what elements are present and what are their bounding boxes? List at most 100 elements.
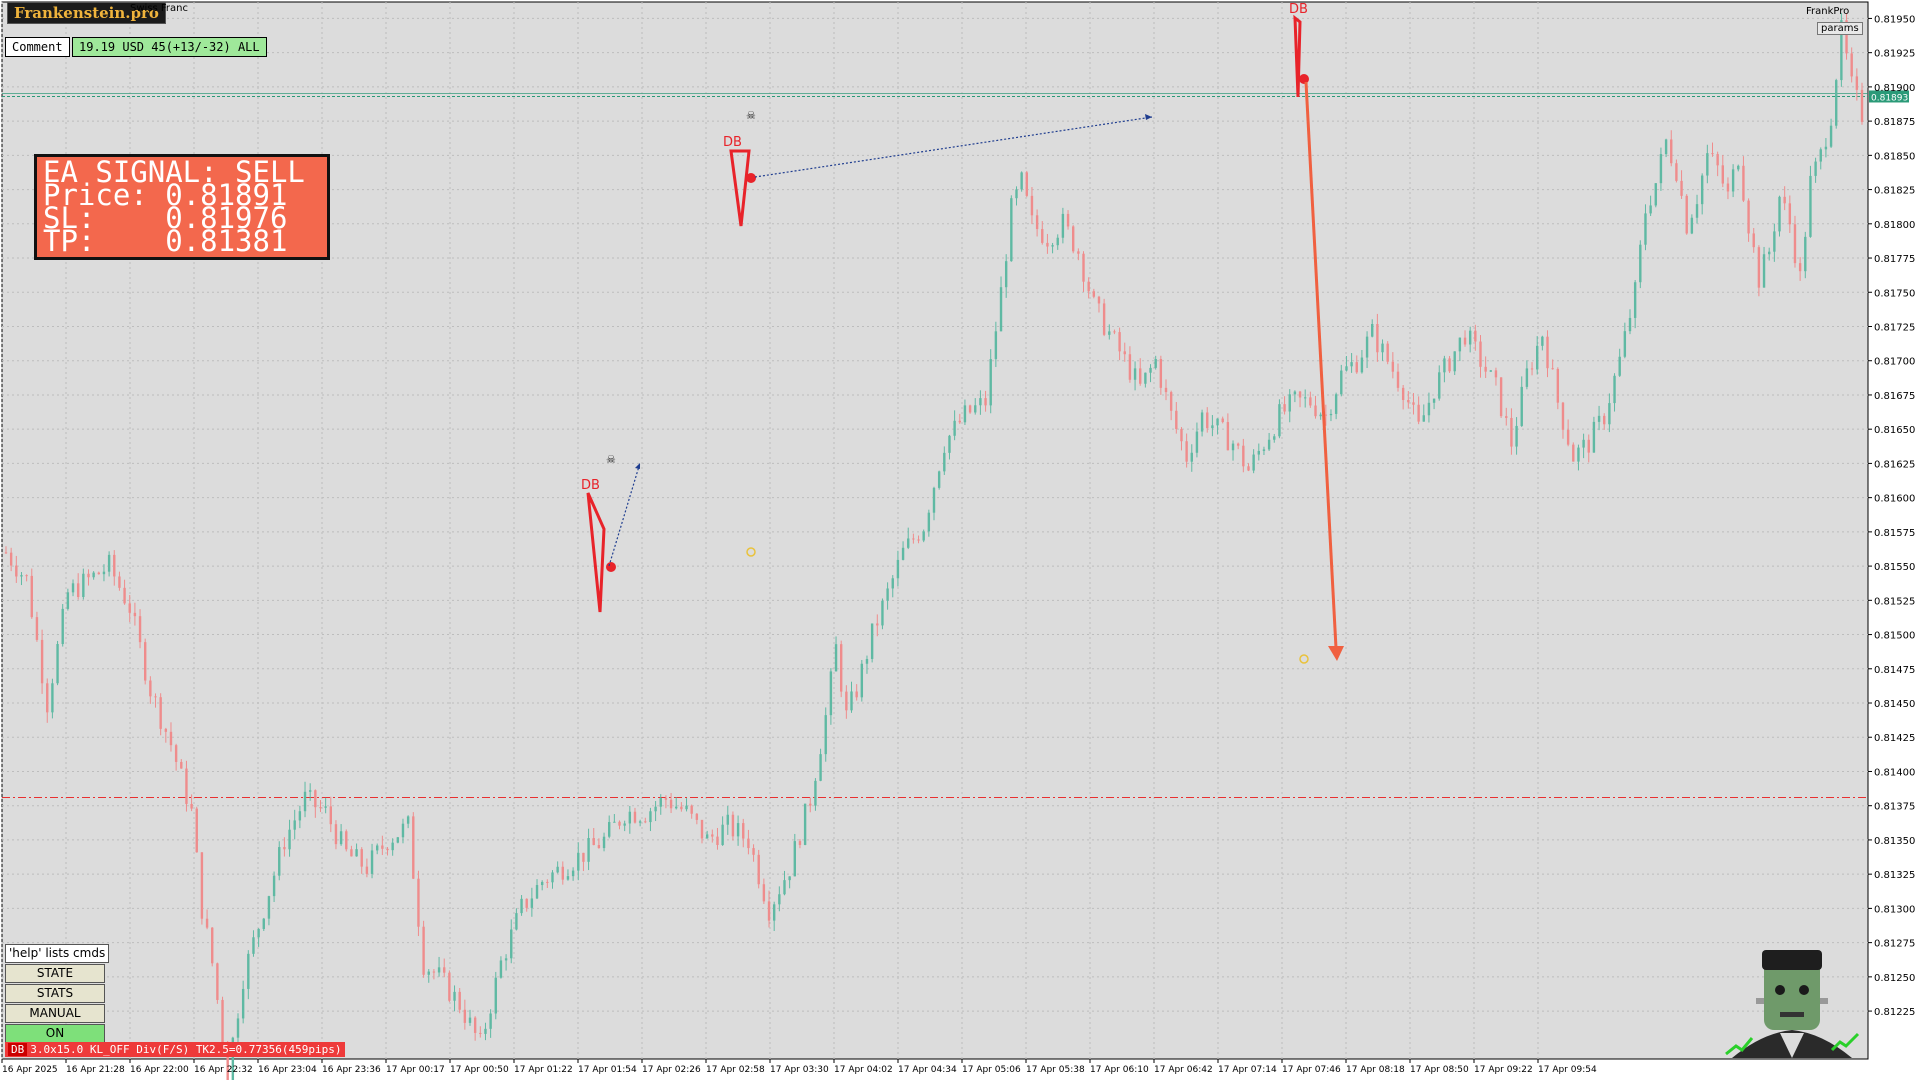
y-tick-label: 0.81800 [1874, 220, 1915, 231]
candle-body [169, 731, 173, 746]
candle-body [1139, 368, 1142, 384]
candle-body [1438, 372, 1441, 399]
candle-body [113, 554, 116, 577]
x-tick-label: 17 Apr 07:46 [1282, 1065, 1341, 1075]
candle-body [1700, 175, 1704, 205]
candle-body [422, 926, 425, 975]
sell-signal-arrowhead [1328, 646, 1344, 661]
candle-body [15, 565, 18, 577]
candle-body [1577, 447, 1580, 462]
candle-body [190, 803, 193, 809]
candle-body [1608, 403, 1611, 425]
projection-arrowhead [635, 463, 640, 469]
x-tick-label: 17 Apr 07:14 [1218, 1065, 1277, 1075]
candle-body [1489, 370, 1492, 372]
candle-body [1061, 213, 1065, 238]
candle-body [1278, 404, 1281, 437]
candle-body [968, 405, 972, 413]
candle-body [1262, 449, 1266, 451]
candle-body [1231, 443, 1235, 451]
candle-body [788, 876, 791, 881]
candle-body [1242, 445, 1245, 467]
candle-body [1618, 356, 1621, 376]
y-tick-label: 0.81550 [1874, 562, 1915, 573]
candle-body [1814, 161, 1817, 176]
candle-body [432, 971, 436, 973]
candle-body [1087, 281, 1090, 292]
candle-body [1757, 247, 1761, 288]
candle-body [1169, 392, 1173, 411]
candle-body [1422, 415, 1425, 422]
candle-body [907, 538, 910, 548]
candle-body [736, 823, 740, 837]
candle-body [690, 805, 693, 814]
candle-body [1407, 399, 1410, 403]
candle-body [1747, 200, 1750, 234]
stats-button[interactable]: STATS [5, 984, 105, 1003]
candle-body [1628, 317, 1632, 332]
candle-body [339, 831, 343, 845]
candle-body [417, 878, 420, 927]
candle-body [1752, 233, 1755, 248]
candle-body [1479, 341, 1482, 367]
candle-body [226, 1042, 229, 1080]
candle-body [376, 845, 379, 851]
candle-body [1448, 358, 1451, 372]
candle-body [974, 405, 977, 413]
candle-body [241, 988, 245, 1019]
brand-logo: Frankenstein.pro [7, 2, 166, 24]
candle-body [35, 617, 39, 640]
candle-body [1082, 253, 1085, 282]
candle-body [1185, 441, 1188, 462]
candle-body [876, 623, 879, 626]
candle-body [649, 811, 652, 823]
x-tick-label: 17 Apr 01:54 [578, 1065, 637, 1075]
x-tick-label: 17 Apr 04:02 [834, 1065, 893, 1075]
candle-body [860, 663, 864, 698]
candle-body [262, 918, 265, 929]
candle-body [984, 398, 987, 406]
candle-body [412, 816, 415, 879]
candle-body [1108, 331, 1111, 335]
candle-body [1211, 425, 1214, 429]
candle-body [824, 715, 827, 755]
comment-button[interactable]: Comment [5, 37, 70, 57]
status-text: 3.0x15.0 KL_OFF Div(F/S) TK2.5=0.77356(4… [30, 1043, 342, 1056]
x-tick-label: 16 Apr 2025 [2, 1065, 58, 1075]
candle-body [520, 898, 523, 914]
candle-body [618, 821, 621, 826]
pattern-label: DB [581, 478, 600, 493]
candle-body [1376, 324, 1379, 353]
candle-body [211, 927, 214, 964]
candle-body [1561, 402, 1565, 430]
candle-body [525, 898, 528, 908]
candle-body [1762, 254, 1766, 288]
manual-button[interactable]: MANUAL [5, 1004, 105, 1023]
skull-icon: ☠ [746, 109, 756, 122]
current-price-tag [1869, 90, 1909, 103]
candle-body [1427, 402, 1431, 416]
candle-body [1721, 165, 1724, 184]
candle-body [623, 823, 626, 826]
sell-signal-arrow [1304, 81, 1338, 649]
y-tick-label: 0.81300 [1874, 904, 1915, 915]
candle-body [216, 963, 219, 1000]
candle-body [345, 831, 348, 850]
y-tick-label: 0.81275 [1874, 939, 1915, 950]
y-tick-label: 0.81725 [1874, 322, 1915, 333]
y-tick-label: 0.81700 [1874, 357, 1915, 368]
state-button[interactable]: STATE [5, 964, 105, 983]
y-tick-label: 0.81625 [1874, 459, 1915, 470]
candle-body [1592, 421, 1596, 453]
candle-body [1510, 417, 1513, 447]
params-button[interactable]: params [1817, 22, 1863, 35]
candle-body [51, 683, 54, 713]
help-button[interactable]: 'help' lists cmds [5, 944, 110, 963]
candle-body [1267, 439, 1271, 450]
candle-body [1499, 377, 1503, 417]
candle-body [1092, 291, 1096, 297]
y-axis: 0.81950 0.81925 0.81900 0.81875 0.81850 0.818… [1868, 14, 1915, 1018]
on-toggle-button[interactable]: ON [5, 1024, 105, 1043]
candle-body [1788, 203, 1792, 225]
